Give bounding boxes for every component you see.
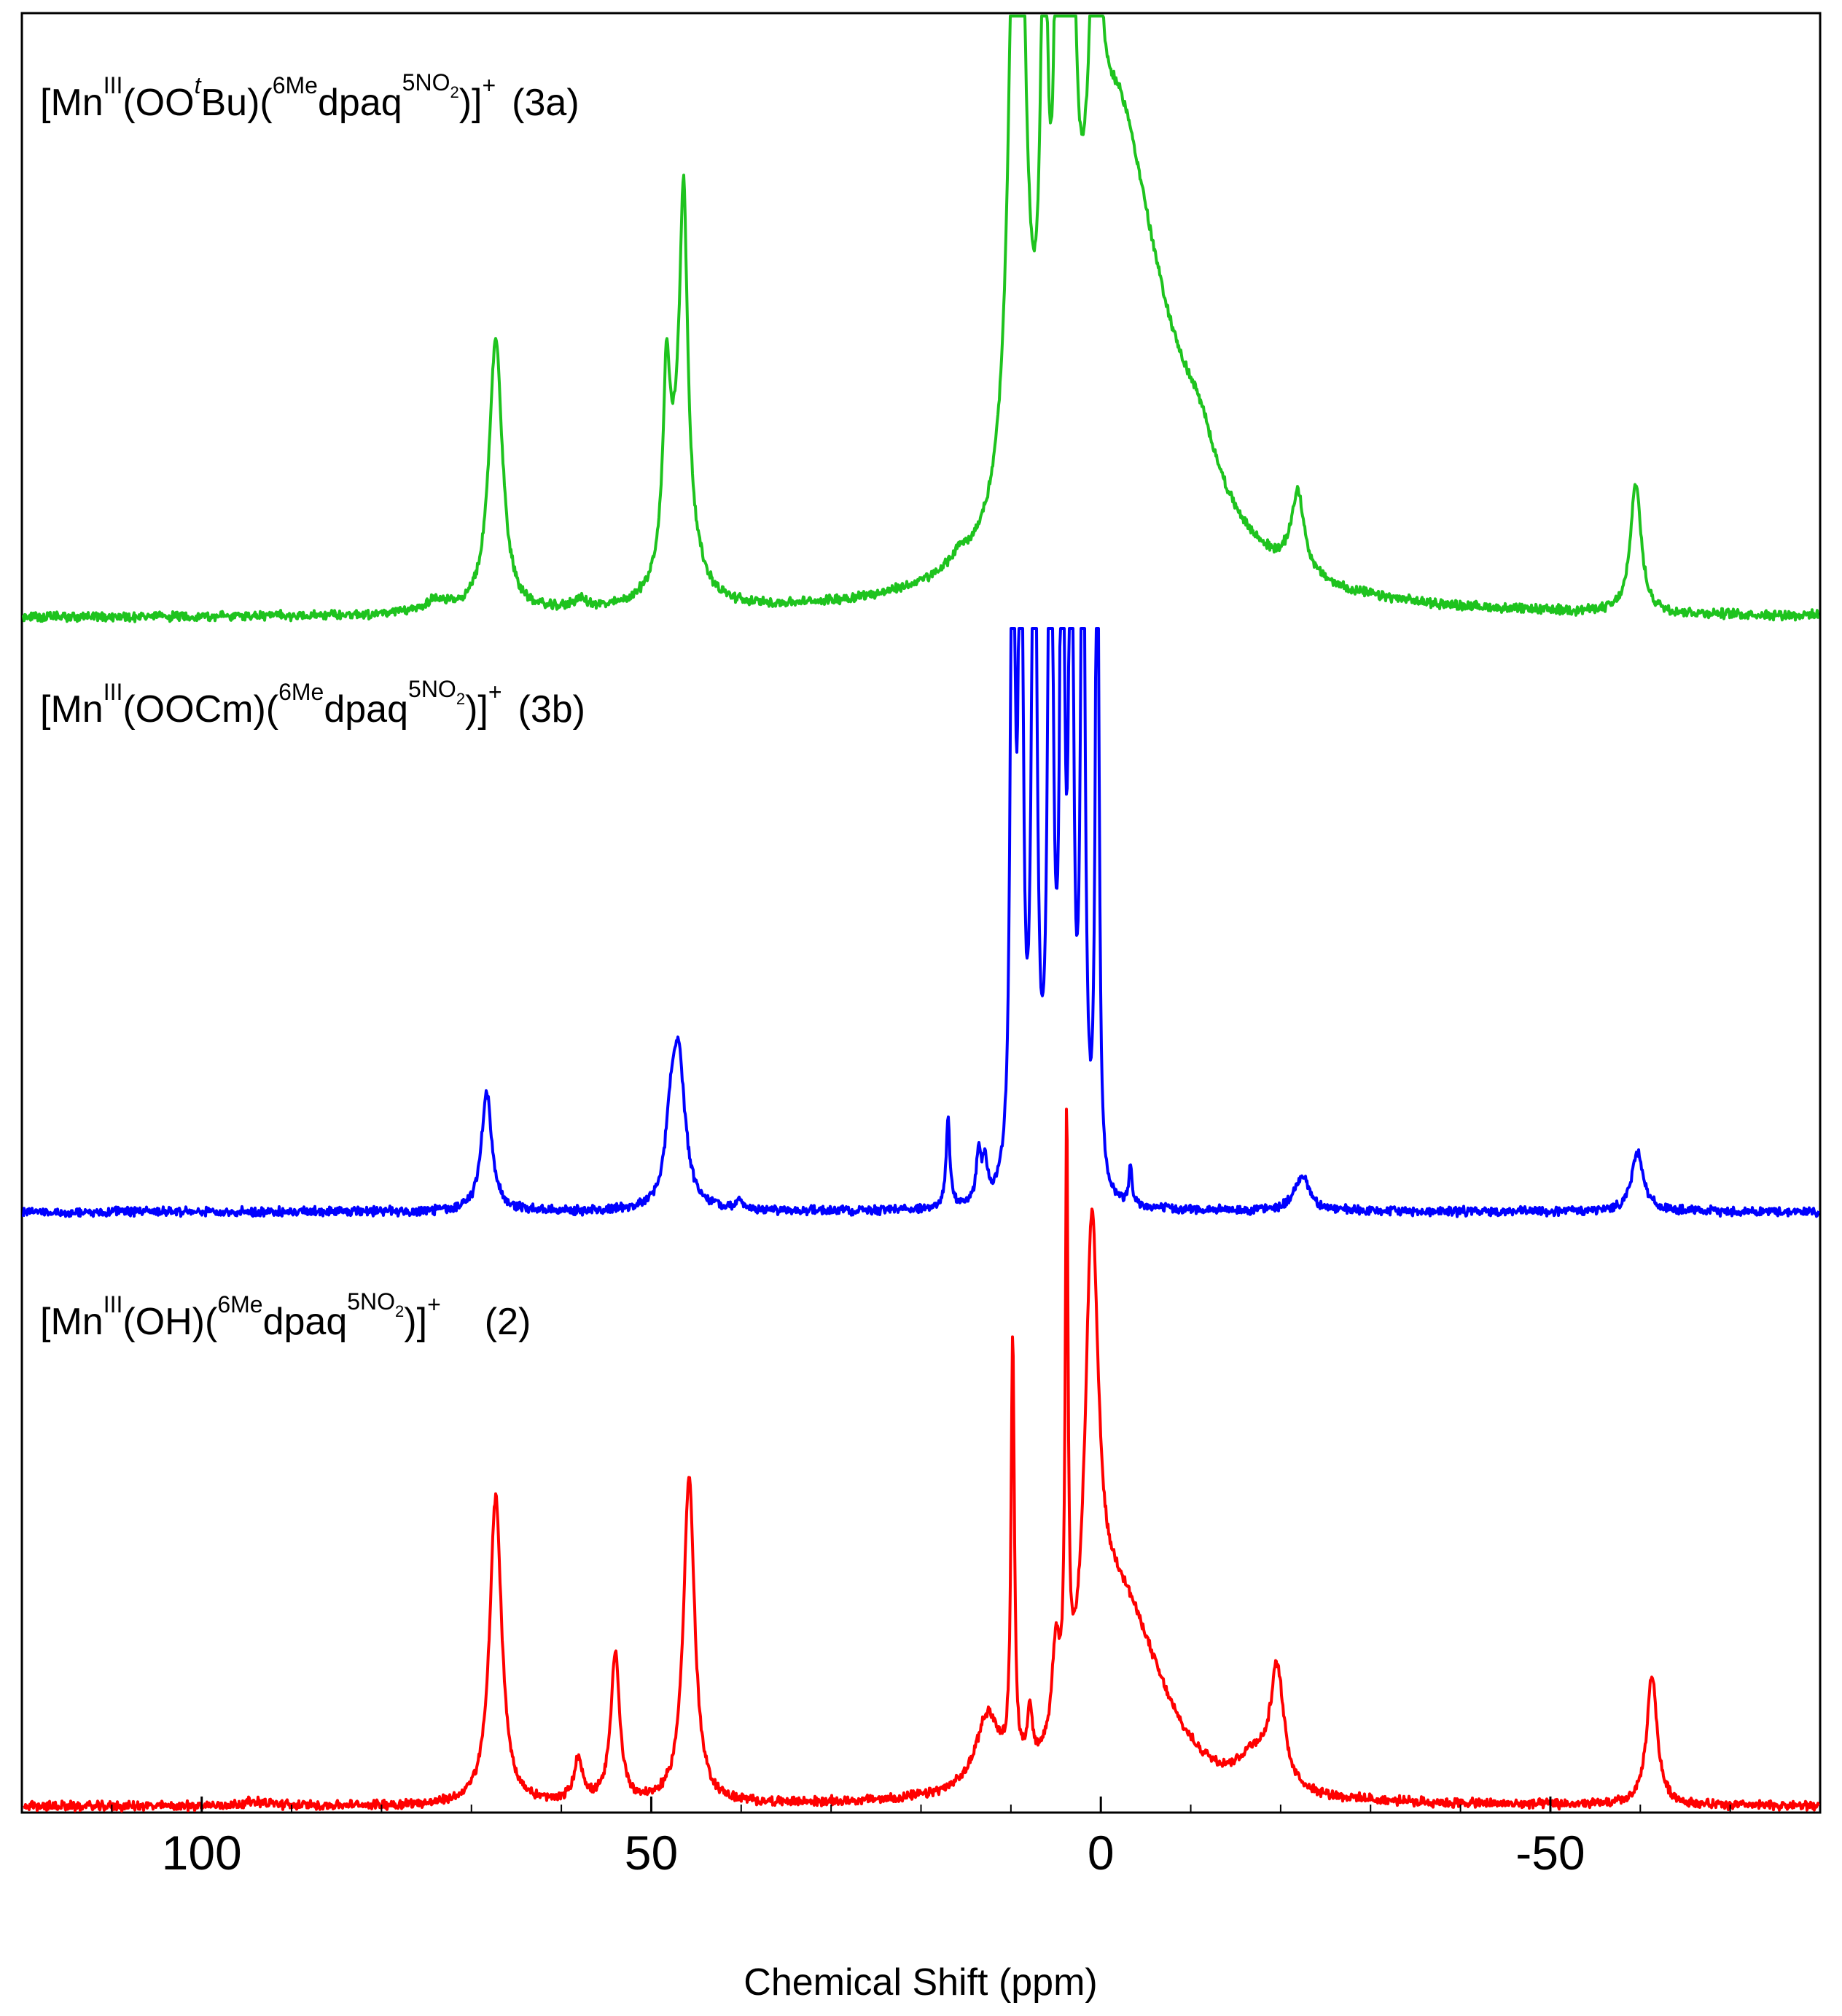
- series-3: [23, 1108, 1820, 1813]
- series-2: [22, 627, 1820, 1218]
- x-tick-label: 100: [162, 1826, 242, 1880]
- series-2-label: [MnIII(OOCm)(6Medpaq5NO2)]+ (3b): [40, 676, 585, 731]
- x-axis: 100 50 0 -50: [111, 1797, 1731, 1880]
- series-2-trace: [22, 627, 1820, 1218]
- series-1: [22, 15, 1820, 623]
- series-3-label: [MnIII(OH)(6Medpaq5NO2)]+ (2): [40, 1288, 531, 1343]
- traces: [22, 15, 1820, 1813]
- x-tick-label: -50: [1515, 1826, 1585, 1880]
- series-labels: [MnIII(OOtBu)(6Medpaq5NO2)]+ (3a) [MnIII(O…: [40, 69, 585, 1343]
- plot-frame: [20, 12, 1822, 1814]
- series-1-trace: [22, 15, 1820, 623]
- x-tick-label: 0: [1088, 1826, 1115, 1880]
- series-1-label: [MnIII(OOtBu)(6Medpaq5NO2)]+ (3a): [40, 69, 579, 124]
- series-3-trace: [23, 1108, 1820, 1813]
- x-tick-label: 50: [625, 1826, 678, 1880]
- x-axis-label: Chemical Shift (ppm): [744, 1961, 1097, 2004]
